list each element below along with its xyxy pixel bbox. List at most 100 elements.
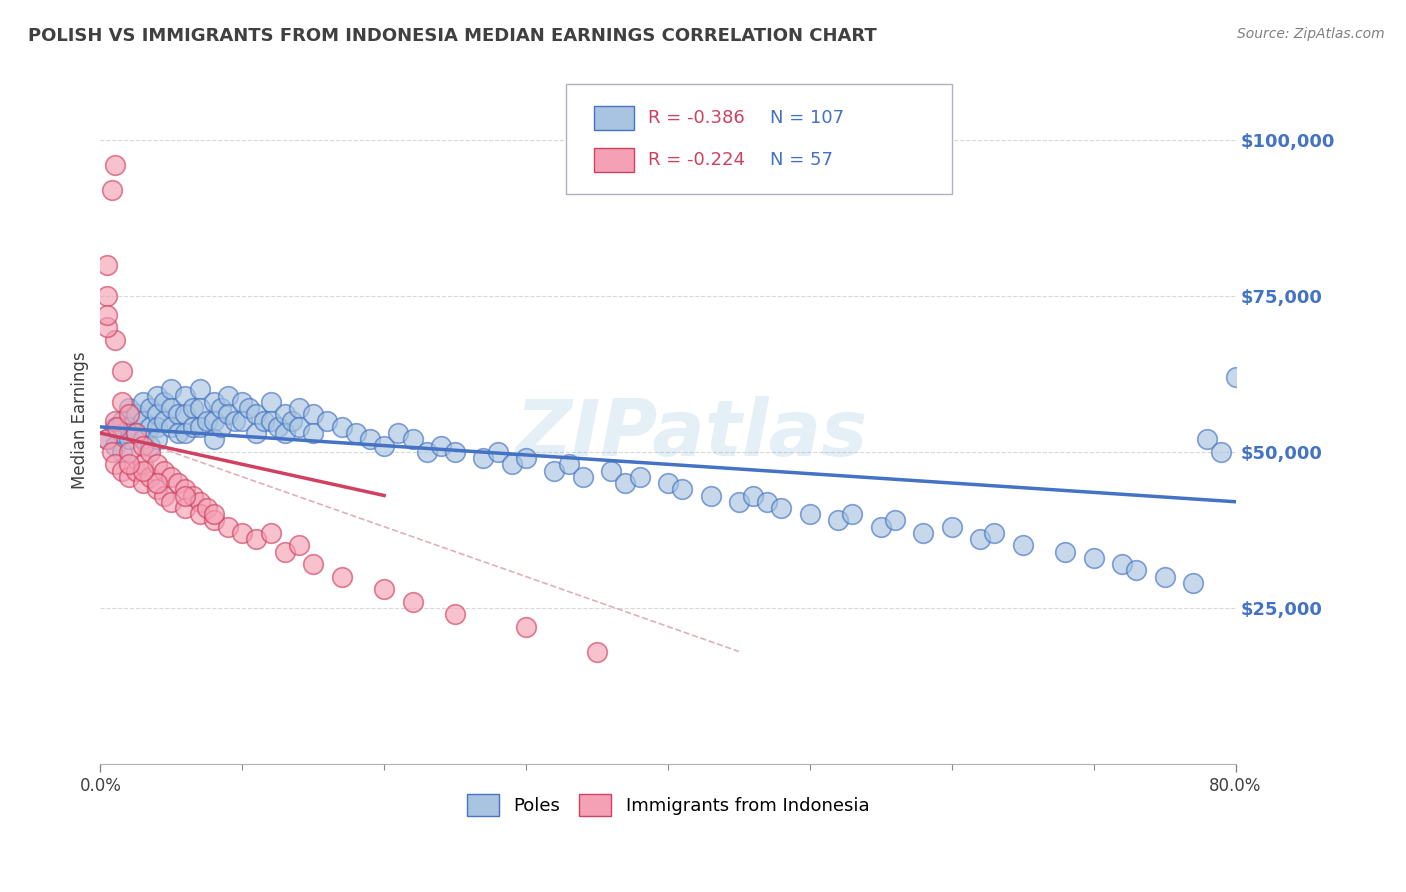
Point	[132, 439, 155, 453]
Point	[174, 500, 197, 515]
Point	[401, 594, 423, 608]
Point	[1153, 569, 1175, 583]
Point	[160, 470, 183, 484]
Point	[657, 476, 679, 491]
Point	[146, 389, 169, 403]
Point	[118, 470, 141, 484]
Point	[231, 525, 253, 540]
Text: R = -0.386: R = -0.386	[648, 109, 744, 127]
Point	[969, 532, 991, 546]
Point	[96, 320, 118, 334]
Point	[96, 289, 118, 303]
Point	[217, 408, 239, 422]
Point	[770, 500, 793, 515]
Text: ZIPatlas: ZIPatlas	[515, 396, 866, 473]
FancyBboxPatch shape	[595, 148, 634, 172]
Point	[231, 414, 253, 428]
Point	[444, 607, 467, 621]
Point	[501, 458, 523, 472]
Point	[160, 383, 183, 397]
Point	[373, 582, 395, 596]
Point	[515, 451, 537, 466]
Point	[238, 401, 260, 416]
Point	[444, 445, 467, 459]
Point	[202, 395, 225, 409]
Point	[125, 426, 148, 441]
Point	[728, 494, 751, 508]
Point	[983, 525, 1005, 540]
Point	[174, 489, 197, 503]
Point	[132, 464, 155, 478]
Point	[543, 464, 565, 478]
Point	[125, 464, 148, 478]
Point	[103, 458, 125, 472]
Point	[387, 426, 409, 441]
Point	[153, 414, 176, 428]
Point	[160, 420, 183, 434]
Point	[181, 401, 204, 416]
Point	[103, 333, 125, 347]
Point	[96, 433, 118, 447]
Point	[869, 519, 891, 533]
Point	[699, 489, 721, 503]
Point	[174, 408, 197, 422]
Point	[160, 401, 183, 416]
Point	[103, 414, 125, 428]
Point	[316, 414, 339, 428]
Text: N = 107: N = 107	[770, 109, 844, 127]
Point	[153, 489, 176, 503]
Point	[146, 483, 169, 497]
Point	[125, 408, 148, 422]
Point	[1011, 538, 1033, 552]
Point	[111, 445, 134, 459]
Point	[174, 483, 197, 497]
Legend: Poles, Immigrants from Indonesia: Poles, Immigrants from Indonesia	[460, 787, 876, 823]
Point	[188, 401, 211, 416]
Text: POLISH VS IMMIGRANTS FROM INDONESIA MEDIAN EARNINGS CORRELATION CHART: POLISH VS IMMIGRANTS FROM INDONESIA MEDI…	[28, 27, 877, 45]
Point	[160, 494, 183, 508]
Point	[153, 395, 176, 409]
Point	[799, 507, 821, 521]
Point	[281, 414, 304, 428]
Point	[100, 183, 122, 197]
Point	[401, 433, 423, 447]
Point	[103, 420, 125, 434]
FancyBboxPatch shape	[595, 106, 634, 130]
Point	[941, 519, 963, 533]
Point	[217, 389, 239, 403]
Point	[132, 433, 155, 447]
Text: R = -0.224: R = -0.224	[648, 152, 745, 169]
Point	[103, 158, 125, 172]
Point	[288, 401, 311, 416]
Point	[167, 408, 190, 422]
Point	[330, 420, 353, 434]
Point	[1211, 445, 1233, 459]
Text: Source: ZipAtlas.com: Source: ZipAtlas.com	[1237, 27, 1385, 41]
Point	[118, 445, 141, 459]
Point	[288, 538, 311, 552]
Point	[267, 420, 290, 434]
Point	[628, 470, 651, 484]
Point	[302, 426, 325, 441]
Point	[118, 401, 141, 416]
Point	[188, 494, 211, 508]
Point	[252, 414, 274, 428]
Point	[884, 513, 907, 527]
Point	[96, 308, 118, 322]
Point	[105, 420, 128, 434]
Point	[202, 513, 225, 527]
Point	[572, 470, 595, 484]
Point	[167, 426, 190, 441]
Point	[146, 420, 169, 434]
Point	[125, 426, 148, 441]
Point	[245, 408, 267, 422]
Point	[1181, 575, 1204, 590]
Point	[96, 258, 118, 272]
Point	[430, 439, 453, 453]
Point	[202, 433, 225, 447]
Y-axis label: Median Earnings: Median Earnings	[72, 351, 89, 490]
Point	[132, 458, 155, 472]
Point	[132, 395, 155, 409]
Point	[288, 420, 311, 434]
Point	[132, 414, 155, 428]
